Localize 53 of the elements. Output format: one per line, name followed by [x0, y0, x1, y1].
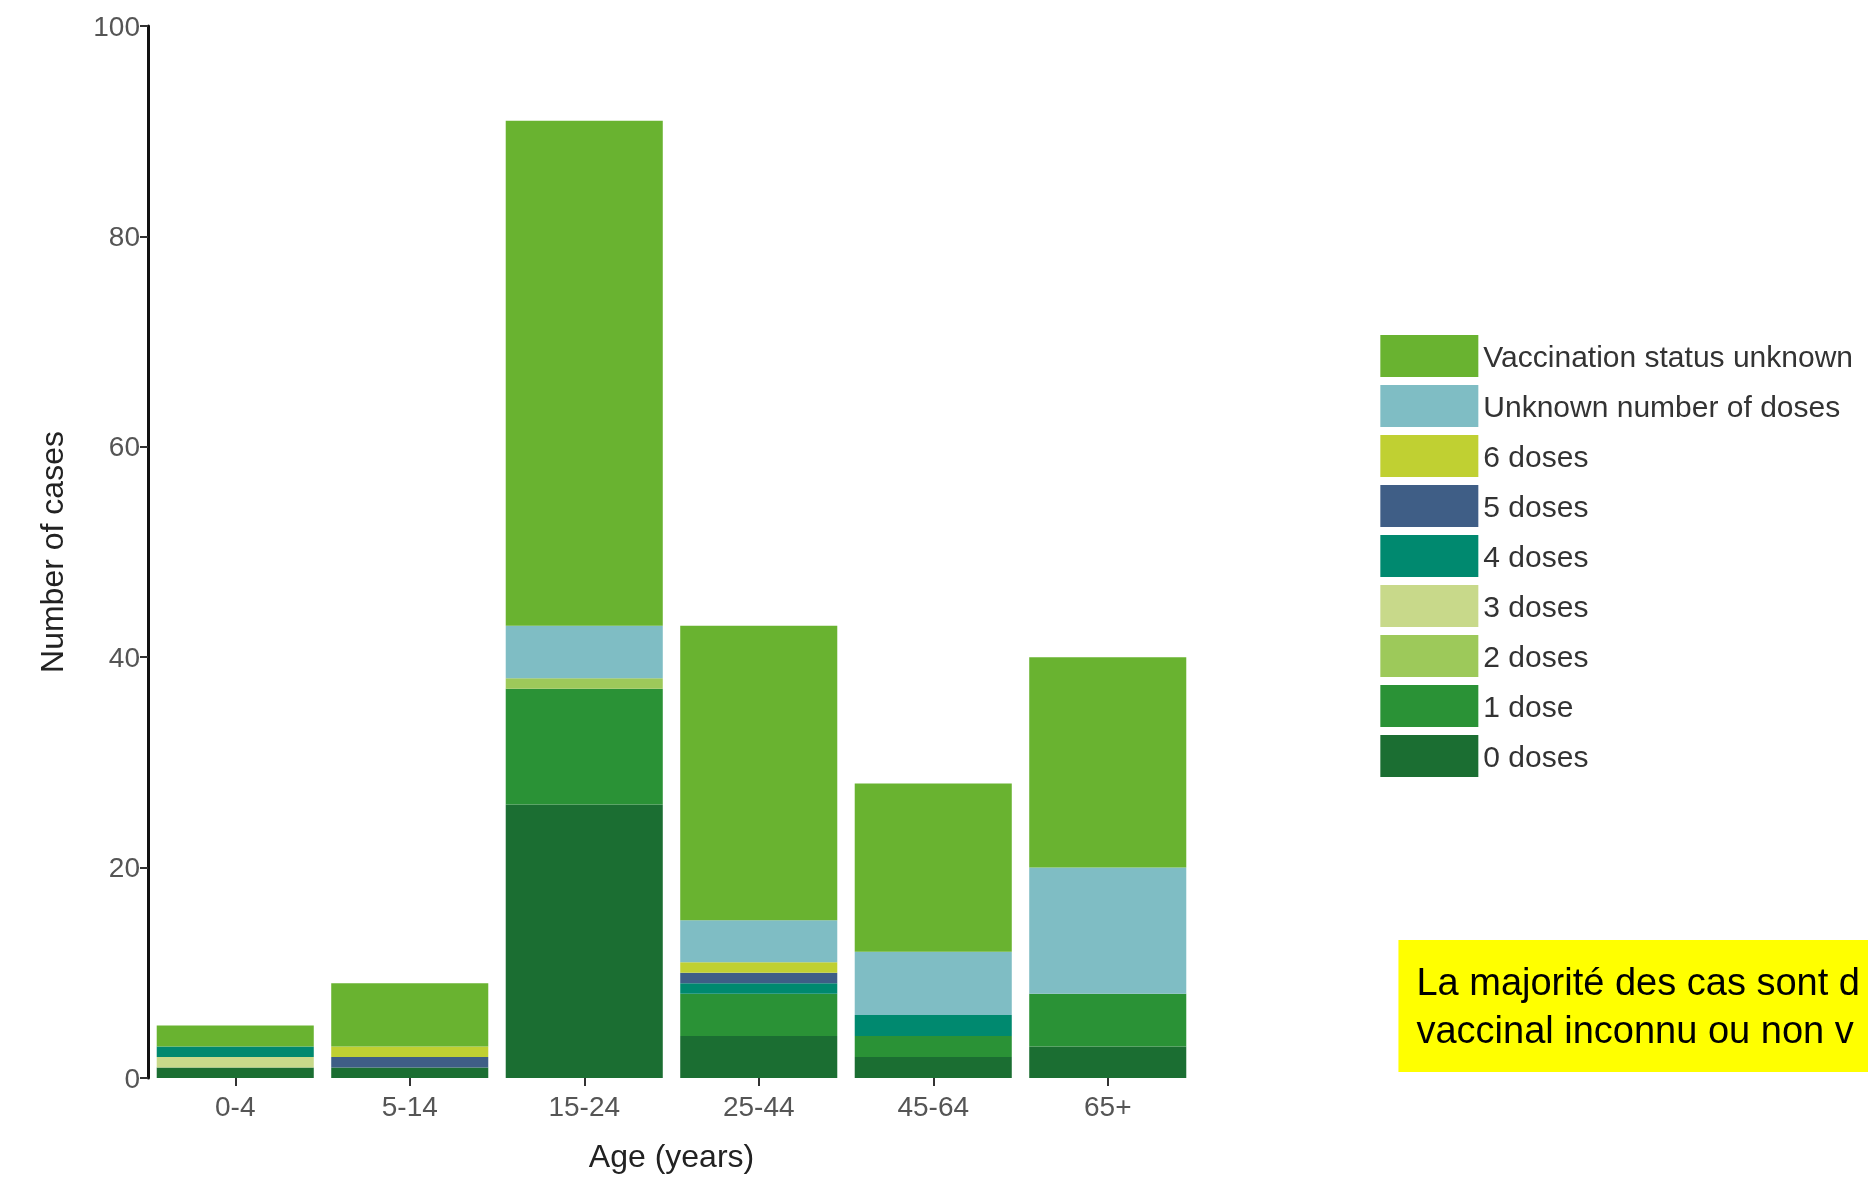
legend-label: 6 doses — [1483, 439, 1589, 473]
x-axis-title: Age (years) — [588, 1138, 755, 1174]
bar — [331, 1067, 489, 1078]
bar — [505, 678, 663, 689]
bar — [854, 783, 1012, 952]
bar — [156, 1025, 314, 1047]
x-tick-label: 5-14 — [381, 1090, 438, 1122]
bar — [1029, 867, 1187, 994]
legend-label: 2 doses — [1483, 639, 1589, 673]
bar — [854, 1035, 1012, 1057]
bar — [505, 625, 663, 679]
bar — [331, 1046, 489, 1057]
bar — [680, 1035, 838, 1078]
y-tick-label: 100 — [93, 10, 140, 42]
bar — [680, 983, 838, 994]
bar — [1029, 993, 1187, 1047]
bar — [156, 1056, 314, 1068]
x-tick-label: 15-24 — [548, 1090, 621, 1122]
bar — [854, 951, 1012, 1015]
y-tick-label: 20 — [108, 852, 140, 884]
bar — [505, 688, 663, 805]
text: La majorité des cas sont d vaccinal inconnu ou non v — [1416, 961, 1861, 1051]
bar — [680, 993, 838, 1036]
bar — [1029, 1046, 1187, 1078]
bar — [331, 1056, 489, 1068]
bar — [505, 804, 663, 1078]
legend-label: 4 doses — [1483, 539, 1589, 573]
bar — [854, 1014, 1012, 1036]
bar — [505, 120, 663, 626]
legend-label: 0 doses — [1483, 739, 1589, 773]
y-tick-label: 80 — [108, 220, 140, 252]
legend-label: Unknown number of doses — [1483, 389, 1841, 423]
bar — [680, 972, 838, 984]
bar — [156, 1046, 314, 1057]
x-tick-label: 65+ — [1084, 1090, 1132, 1122]
bar — [680, 962, 838, 973]
legend-label: 1 dose — [1483, 689, 1574, 723]
y-tick-label: 0 — [124, 1062, 140, 1094]
y-tick-label: 40 — [108, 641, 140, 673]
bar — [854, 1056, 1012, 1078]
x-tick-label: 0-4 — [215, 1090, 256, 1122]
bar — [680, 625, 838, 921]
bar — [680, 920, 838, 963]
bar — [331, 983, 489, 1047]
bar — [1029, 657, 1187, 868]
x-tick-label: 45-64 — [897, 1090, 970, 1122]
bar — [156, 1067, 314, 1078]
legend-label: Vaccination status unknown — [1483, 339, 1853, 373]
y-tick-label: 60 — [108, 431, 140, 463]
legend-label: 3 doses — [1483, 589, 1589, 623]
legend-label: 5 doses — [1483, 489, 1589, 523]
x-tick-label: 25-44 — [722, 1090, 795, 1122]
y-axis-title: Number of cases — [34, 431, 70, 673]
